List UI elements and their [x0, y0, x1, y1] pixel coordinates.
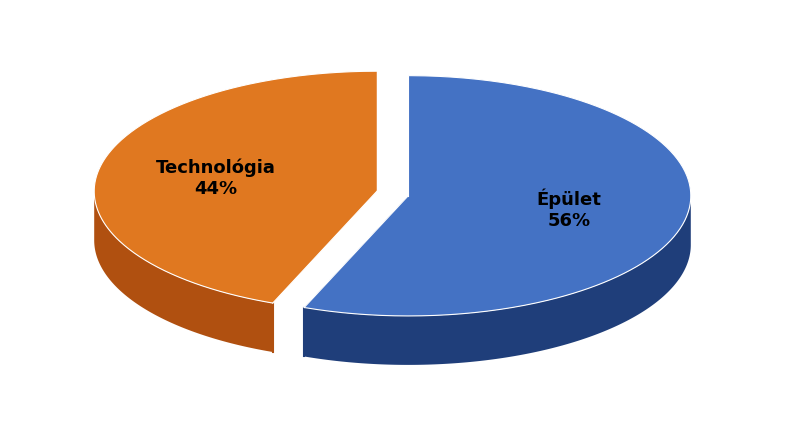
Polygon shape: [304, 196, 408, 356]
Text: Épület
56%: Épület 56%: [537, 188, 601, 230]
Polygon shape: [94, 191, 272, 352]
Polygon shape: [94, 71, 377, 303]
Polygon shape: [304, 197, 691, 365]
Polygon shape: [304, 76, 691, 316]
Text: Technológia
44%: Technológia 44%: [156, 158, 276, 198]
